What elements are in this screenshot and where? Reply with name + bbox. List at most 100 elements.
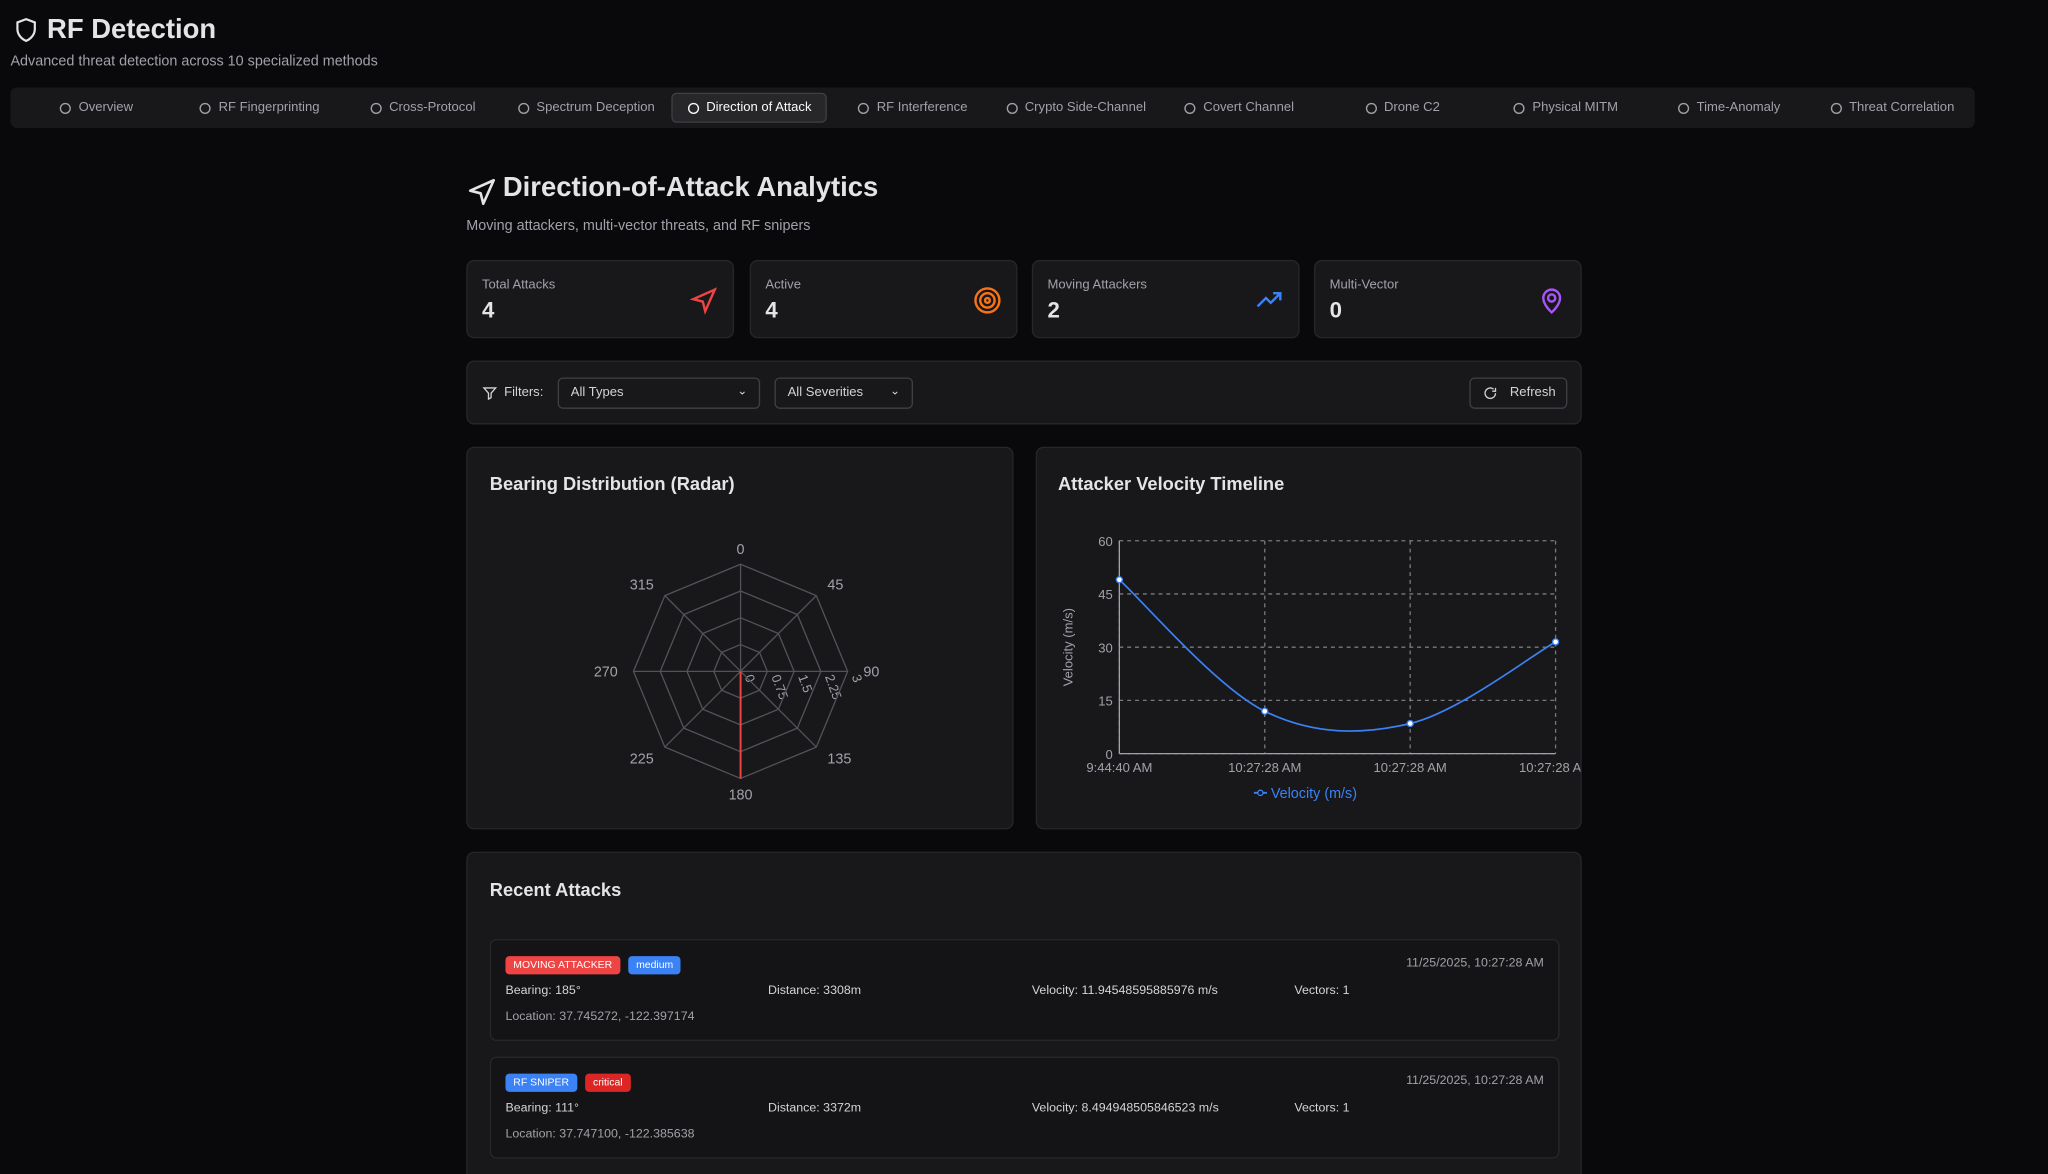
chart-title: Attacker Velocity Timeline <box>1057 472 1285 494</box>
radial-tick-label: 1.5 <box>795 672 815 694</box>
grid-ring <box>632 563 849 780</box>
angle-label: 45 <box>827 578 843 594</box>
legend-label: Velocity (m/s) <box>1271 786 1357 802</box>
chart-title: Bearing Distribution (Radar) <box>489 472 735 494</box>
x-tick-label: 9:44:40 AM <box>1086 760 1152 775</box>
stat-value: 0 <box>1329 297 1342 323</box>
x-tick-label: 10:27:28 AM <box>1228 760 1301 775</box>
tab-label: Overview <box>78 100 134 115</box>
filter-bar: Filters: All Types ⌄ All Severities ⌄ Refr… <box>466 360 1582 425</box>
icon-shape <box>858 102 870 114</box>
spoke <box>664 595 742 672</box>
y-tick-label: 45 <box>1098 587 1113 602</box>
spoke <box>664 670 742 748</box>
app-subtitle: Advanced threat detection across 10 spec… <box>10 53 378 70</box>
stat-card: Total Attacks 4 <box>466 259 735 339</box>
icon-shape <box>1365 102 1377 114</box>
tag: MOVING ATTACKER <box>505 956 621 975</box>
tab[interactable]: Overview <box>14 93 177 123</box>
tab[interactable]: Covert Channel <box>1157 93 1320 123</box>
timestamp: 11/25/2025, 10:27:28 AM <box>1406 956 1544 971</box>
data-point <box>1115 576 1124 584</box>
stat-value: 4 <box>481 297 495 323</box>
stat-value: 4 <box>765 297 778 323</box>
data-point <box>1261 707 1269 715</box>
tab[interactable]: Physical MITM <box>1484 93 1647 123</box>
tab-label: Crypto Side-Channel <box>1024 100 1146 115</box>
y-tick-label: 60 <box>1098 534 1113 549</box>
stat-icon <box>1256 292 1282 308</box>
attack-distance: Distance: 3372m <box>767 1101 862 1116</box>
spoke <box>740 595 817 672</box>
tab-icon <box>199 102 212 114</box>
tab-bar: Overview RF Fingerprinting Cross-Protocol S… <box>10 87 1975 128</box>
stat-label: Active <box>765 278 801 293</box>
select-value: All Types <box>570 385 624 400</box>
icon-shape <box>1184 102 1196 114</box>
tab-label: Covert Channel <box>1203 100 1295 115</box>
tab-label: Time-Anomaly <box>1696 100 1781 115</box>
x-tick-label: 10:27:28 AM <box>1374 760 1447 775</box>
attack-distance: Distance: 3308m <box>767 983 862 998</box>
tab-label: RF Fingerprinting <box>218 100 320 115</box>
tab[interactable]: RF Interference <box>831 93 994 123</box>
stat-value: 2 <box>1047 297 1060 323</box>
tab-icon <box>1830 102 1842 114</box>
tab-label: Threat Correlation <box>1849 100 1955 115</box>
line-chart: 0 15 30 45 60 9:44:40 AM 10:27:28 AM 10:27:28 A… <box>1060 534 1582 802</box>
tab[interactable]: Crypto Side-Channel <box>994 93 1157 123</box>
icon-shape <box>59 102 72 114</box>
section-title: Recent Attacks <box>489 879 622 900</box>
tab[interactable]: Spectrum Deception <box>504 93 667 123</box>
tab[interactable]: Threat Correlation <box>1810 93 1973 123</box>
send-icon <box>468 178 496 206</box>
tab-icon <box>687 102 699 114</box>
tab[interactable]: Time-Anomaly <box>1647 93 1810 123</box>
severity-select[interactable]: All Severities ⌄ <box>774 377 913 409</box>
icon-shape <box>370 102 382 114</box>
tab-icon <box>59 102 72 114</box>
data-point <box>1406 719 1414 728</box>
stat-icon <box>974 287 1001 314</box>
y-tick-label: 15 <box>1098 694 1113 709</box>
stat-icon <box>1542 288 1562 314</box>
button-label: Refresh <box>1509 385 1556 400</box>
tab-label: Drone C2 <box>1383 100 1440 115</box>
attack-location: Location: 37.745272, -122.397174 <box>505 1009 695 1024</box>
stat-card: Multi-Vector 0 <box>1313 259 1582 339</box>
icon-shape <box>687 102 699 114</box>
select-value: All Severities <box>787 385 864 400</box>
attack-bearing: Bearing: 111° <box>505 1101 579 1116</box>
angle-label: 0 <box>737 542 745 558</box>
tab[interactable]: RF Fingerprinting <box>178 93 341 123</box>
tab[interactable]: Cross-Protocol <box>341 93 504 123</box>
tab-label: RF Interference <box>876 100 968 115</box>
data-point <box>1551 638 1560 646</box>
tab-label: Cross-Protocol <box>389 100 476 115</box>
attack-bearing: Bearing: 185° <box>505 983 581 998</box>
tab-icon <box>370 102 382 114</box>
tab-icon <box>858 102 870 114</box>
x-tick-label: 10:27:28 AM <box>1519 760 1582 775</box>
tab[interactable]: Drone C2 <box>1320 93 1483 123</box>
attack-velocity: Velocity: 11.94548595885976 m/s <box>1031 983 1218 998</box>
angle-label: 315 <box>630 578 654 594</box>
tag: critical <box>585 1073 631 1092</box>
attack-item: RF SNIPER critical 11/25/2025, 10:27:28 AM… <box>489 1056 1560 1159</box>
filter-icon <box>482 387 498 401</box>
tab-icon <box>1365 102 1377 114</box>
angle-label: 225 <box>630 751 654 767</box>
icon-shape <box>1830 102 1842 114</box>
tag: RF SNIPER <box>505 1073 577 1092</box>
attack-vectors: Vectors: 1 <box>1294 983 1350 998</box>
tab-icon <box>1513 102 1525 114</box>
timestamp: 11/25/2025, 10:27:28 AM <box>1406 1073 1544 1088</box>
chart-card: Attacker Velocity Timeline 0 15 30 45 60 9:44:… <box>1035 446 1582 830</box>
shield-icon <box>16 17 36 43</box>
attack-item: MOVING ATTACKER medium 11/25/2025, 10:27:2… <box>489 939 1560 1041</box>
tab[interactable]: Direction of Attack <box>671 92 827 123</box>
refresh-button[interactable]: Refresh <box>1469 377 1568 409</box>
page-subtitle: Moving attackers, multi-vector threats, … <box>466 218 811 234</box>
type-select[interactable]: All Types ⌄ <box>557 377 761 409</box>
